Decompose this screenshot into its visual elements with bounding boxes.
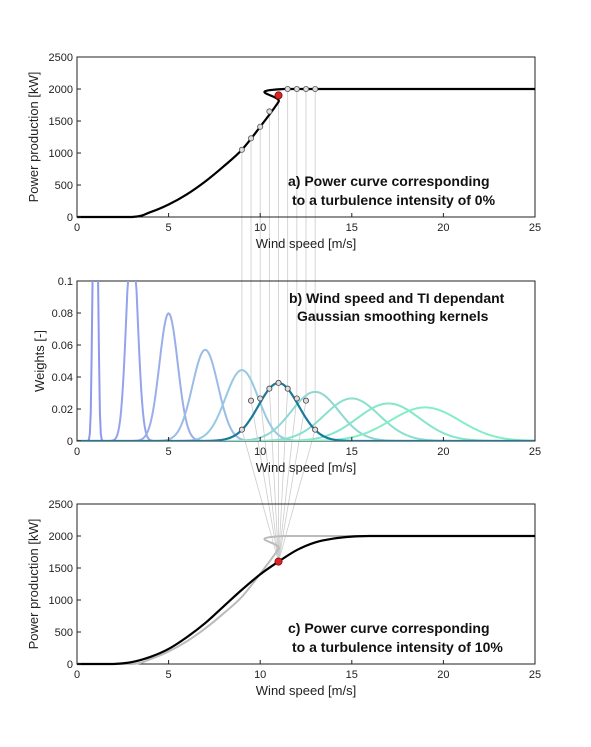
panel-c-axes-box bbox=[76, 503, 536, 665]
panel-c: 0 5 10 15 20 25 0 500 1000 1500 2000 2500 Wind spe… bbox=[26, 499, 541, 698]
x-tick-label: 25 bbox=[529, 222, 541, 234]
panel-a-annotation-line-1: a) Power curve corresponding bbox=[288, 173, 490, 189]
connector-line-lower bbox=[259, 398, 279, 562]
kernel-highlighted bbox=[77, 381, 535, 441]
sample-point bbox=[293, 86, 300, 93]
x-tick-label: 10 bbox=[254, 446, 266, 458]
panel-a-ylabel: Power production [kW] bbox=[26, 72, 41, 203]
y-tick-label: 2000 bbox=[49, 84, 73, 96]
x-tick-label: 5 bbox=[166, 222, 172, 234]
sample-point bbox=[257, 395, 264, 402]
sample-point bbox=[312, 86, 319, 93]
x-tick-label: 20 bbox=[437, 222, 449, 234]
sample-point bbox=[275, 379, 282, 386]
sample-point bbox=[248, 135, 255, 142]
panel-c-plot bbox=[77, 534, 535, 666]
panel-a-y-ticks: 0 500 1000 1500 2000 2500 bbox=[49, 52, 81, 224]
panel-c-y-ticks: 0 500 1000 1500 2000 2500 bbox=[49, 499, 81, 671]
reference-power-curve-line bbox=[77, 535, 535, 665]
sample-point bbox=[293, 395, 300, 402]
y-tick-label: 2500 bbox=[49, 52, 73, 64]
panel-a: 0 5 10 15 20 25 0 500 1000 1500 2000 2500 Wind spe… bbox=[26, 52, 541, 251]
sample-point bbox=[238, 146, 245, 153]
x-tick-label: 0 bbox=[74, 446, 80, 458]
panel-a-annotation-line-2: to a turbulence intensity of 0% bbox=[292, 192, 496, 208]
y-tick-label: 1000 bbox=[49, 595, 73, 607]
x-tick-label: 0 bbox=[74, 669, 80, 681]
highlight-point bbox=[274, 91, 283, 100]
y-tick-label: 0 bbox=[67, 659, 73, 671]
panel-b-xlabel: Wind speed [m/s] bbox=[256, 460, 356, 475]
x-tick-label: 10 bbox=[254, 222, 266, 234]
x-tick-label: 20 bbox=[437, 669, 449, 681]
x-tick-label: 10 bbox=[254, 669, 266, 681]
y-tick-label: 2500 bbox=[49, 499, 73, 511]
x-tick-label: 5 bbox=[166, 669, 172, 681]
panel-c-annotation-line-1: c) Power curve corresponding bbox=[288, 620, 490, 636]
connector-line-lower bbox=[250, 400, 279, 562]
x-tick-label: 5 bbox=[166, 446, 172, 458]
y-tick-label: 0.08 bbox=[52, 308, 73, 320]
y-tick-label: 500 bbox=[55, 180, 73, 192]
connector-line-lower bbox=[278, 400, 307, 562]
connector-line-lower bbox=[241, 429, 279, 562]
panel-b-plot bbox=[77, 281, 535, 441]
y-tick-label: 1500 bbox=[49, 563, 73, 575]
x-tick-label: 0 bbox=[74, 222, 80, 234]
y-tick-label: 0.06 bbox=[52, 340, 73, 352]
y-tick-label: 0.1 bbox=[58, 276, 73, 288]
panel-b: 0 5 10 15 20 25 0 0.02 0.04 0.06 0.08 0.1 Wind spe… bbox=[32, 276, 541, 475]
x-tick-label: 25 bbox=[529, 669, 541, 681]
panel-a-plot bbox=[77, 86, 535, 219]
y-tick-label: 1500 bbox=[49, 116, 73, 128]
panel-a-axes-box bbox=[76, 56, 536, 218]
y-tick-label: 1000 bbox=[49, 148, 73, 160]
sample-point bbox=[284, 86, 291, 93]
power-curve-line bbox=[77, 87, 535, 219]
y-tick-label: 0.02 bbox=[52, 404, 73, 416]
panel-c-x-ticks: 0 5 10 15 20 25 bbox=[74, 660, 541, 681]
connector-line-lower bbox=[268, 388, 279, 562]
panel-c-ylabel: Power production [kW] bbox=[26, 519, 41, 650]
sample-point bbox=[302, 86, 309, 93]
panel-b-y-ticks: 0 0.02 0.04 0.06 0.08 0.1 bbox=[52, 276, 81, 448]
connector-line-lower bbox=[278, 429, 316, 562]
kernel-curve bbox=[77, 406, 535, 441]
sample-point bbox=[238, 426, 245, 433]
sample-point bbox=[302, 397, 309, 404]
x-tick-label: 15 bbox=[346, 222, 358, 234]
connector-line-lower bbox=[278, 398, 298, 562]
panel-a-x-ticks: 0 5 10 15 20 25 bbox=[74, 213, 541, 234]
y-tick-label: 500 bbox=[55, 627, 73, 639]
connector-lines bbox=[241, 89, 316, 562]
y-tick-label: 0.04 bbox=[52, 372, 73, 384]
sample-point bbox=[284, 385, 291, 392]
highlight-point bbox=[274, 557, 283, 566]
panel-c-xlabel: Wind speed [m/s] bbox=[256, 683, 356, 698]
kernel-curve bbox=[77, 312, 535, 441]
panel-a-xlabel: Wind speed [m/s] bbox=[256, 236, 356, 251]
y-tick-label: 0 bbox=[67, 212, 73, 224]
x-tick-label: 15 bbox=[346, 446, 358, 458]
y-tick-label: 2000 bbox=[49, 531, 73, 543]
sample-point bbox=[257, 123, 264, 130]
panel-b-annotation-line-1: b) Wind speed and TI dependant bbox=[289, 290, 505, 306]
y-tick-label: 0 bbox=[67, 436, 73, 448]
x-tick-label: 15 bbox=[346, 669, 358, 681]
sample-point bbox=[266, 385, 273, 392]
panel-b-ylabel: Weights [-] bbox=[32, 330, 47, 392]
sample-point bbox=[266, 108, 273, 115]
panel-c-annotation-line-2: to a turbulence intensity of 10% bbox=[292, 639, 503, 655]
sample-point bbox=[248, 397, 255, 404]
panel-b-annotation-line-2: Gaussian smoothing kernels bbox=[297, 308, 489, 324]
x-tick-label: 25 bbox=[529, 446, 541, 458]
smoothed-power-curve-line bbox=[77, 534, 535, 666]
sample-point bbox=[312, 426, 319, 433]
kernel-curve bbox=[77, 402, 535, 441]
x-tick-label: 20 bbox=[437, 446, 449, 458]
kernel-curve bbox=[77, 390, 535, 441]
panel-b-x-ticks: 0 5 10 15 20 25 bbox=[74, 437, 541, 458]
